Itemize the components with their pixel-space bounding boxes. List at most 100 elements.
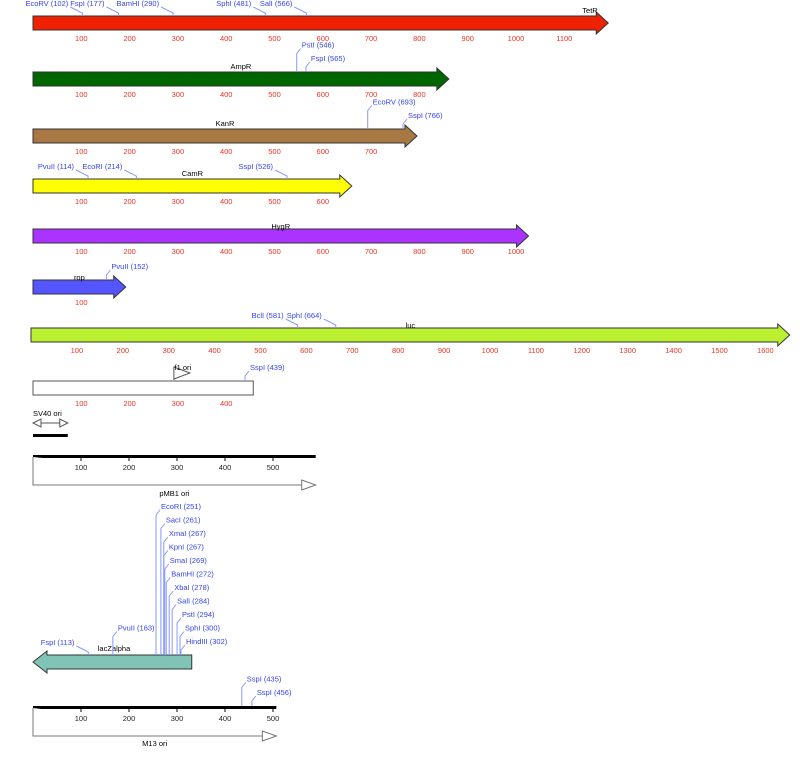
feature-arrow[interactable] (32, 123, 418, 149)
feature-tetr[interactable]: TetR 100 200 300 400 500 600 700 800 900 1000 1100 E… (25, 0, 609, 43)
tick-label: 1500 (711, 346, 728, 355)
site-leader-line (296, 48, 302, 72)
feature-box[interactable] (32, 380, 254, 396)
site-label: FspI (177) (70, 0, 105, 8)
feature-m13-ori[interactable]: 100 200 300 400 500 M13 ori SspI (435) SspI (45… (32, 675, 292, 749)
tick-label: 200 (123, 247, 136, 256)
feature-laczalpha[interactable]: lacZalpha FspI (113) PvuII (163) EcoRI (251… (32, 502, 228, 675)
site-leader-line (180, 644, 186, 655)
tick-label: 200 (123, 147, 136, 156)
site-leader-line (176, 617, 182, 655)
tick-label: 600 (317, 34, 330, 43)
site-label: PstI (294) (182, 610, 215, 619)
feature-outline-arrow[interactable] (32, 457, 318, 491)
tick-label: 300 (172, 34, 185, 43)
restriction-site: BamHI (290) (117, 0, 174, 16)
tick-label: 1100 (528, 346, 544, 355)
restriction-site: SspI (766) (402, 111, 443, 129)
backbone-line (33, 706, 277, 709)
tick-label: 500 (268, 34, 281, 43)
feature-arrow[interactable] (30, 322, 791, 348)
feature-sv40-ori[interactable]: SV40 ori (31, 409, 69, 437)
tick-label: 600 (317, 90, 330, 99)
tick-label: 1600 (757, 346, 774, 355)
tick-label: 400 (220, 147, 233, 156)
restriction-site: SphI (481) (216, 0, 266, 16)
tick-label: 400 (208, 346, 221, 355)
tick-label: 500 (254, 346, 267, 355)
restriction-site: SspI (439) (244, 363, 285, 381)
tick-label: 1000 (508, 247, 525, 256)
site-label: FspI (565) (311, 54, 346, 63)
restriction-site: FspI (177) (70, 0, 119, 16)
tick-label: 500 (267, 714, 280, 723)
restriction-site: SphI (664) (287, 311, 337, 328)
tick-label: 200 (123, 714, 136, 723)
tick-label: 200 (123, 399, 136, 408)
site-leader-line (323, 318, 337, 328)
tick-label: 700 (365, 147, 378, 156)
tick-label: 500 (268, 90, 281, 99)
tick-label: 100 (75, 298, 88, 307)
tick-label: 400 (220, 247, 233, 256)
site-leader-line (76, 645, 89, 655)
tick-label: 300 (172, 247, 185, 256)
restriction-site: SalI (566) (260, 0, 307, 16)
site-label: BamHI (290) (117, 0, 160, 8)
feature-luc[interactable]: luc 100 200 300 400 500 600 700 800 900 1000 1100 12… (30, 311, 791, 355)
site-label: EcoRV (693) (373, 98, 416, 107)
tick-label: 1200 (573, 346, 590, 355)
feature-kanr[interactable]: KanR 100 200 300 400 500 600 700 EcoRV (693) SspI… (32, 98, 443, 157)
tick-label: 400 (220, 197, 233, 206)
tick-label: 100 (75, 714, 88, 723)
feature-ampr[interactable]: AmpR 100 200 300 400 500 600 700 800 PstI (546) Fs… (32, 41, 450, 100)
tick-label: 600 (317, 197, 330, 206)
tick-label: 100 (75, 197, 88, 206)
feature-f1-ori[interactable]: f1 ori 100 200 300 400 SspI (439) (32, 363, 285, 408)
feature-outline-arrow[interactable] (32, 708, 278, 742)
tick-label: 300 (171, 463, 184, 472)
site-label: EcoRV (102) (25, 0, 68, 8)
site-leader-line (165, 577, 171, 655)
site-leader-line (253, 6, 266, 16)
feature-arrow[interactable] (32, 649, 193, 675)
site-label: EcoRI (214) (82, 162, 123, 171)
restriction-site: BclI (581) (252, 311, 299, 328)
tick-label: 400 (220, 90, 233, 99)
tick-label: 500 (268, 197, 281, 206)
tick-label: 800 (413, 34, 426, 43)
tick-label: 200 (123, 34, 136, 43)
tick-label: 100 (75, 399, 88, 408)
feature-arrow[interactable] (32, 10, 609, 36)
feature-rop[interactable]: rop 100 PvuII (152) (32, 262, 149, 307)
feature-arrow[interactable] (32, 274, 127, 300)
restriction-site: FspI (565) (305, 54, 346, 72)
feature-hygr[interactable]: HygR 100 200 300 400 500 600 700 800 900 1000 (32, 222, 530, 256)
site-leader-line (163, 550, 169, 655)
feature-label: TetR (582, 6, 598, 15)
site-leader-line (294, 6, 307, 16)
feature-pmb1-ori[interactable]: 100 200 300 400 500 pMB1 ori (32, 455, 318, 498)
feature-arrow[interactable] (32, 173, 353, 199)
feature-arrow[interactable] (32, 66, 450, 92)
site-label: SspI (456) (257, 688, 292, 697)
restriction-site: HindIII (302) (180, 637, 228, 655)
site-leader-line (179, 631, 185, 655)
tick-label: 800 (413, 90, 426, 99)
site-label: SspI (439) (250, 363, 285, 372)
restriction-site: SspI (435) (241, 675, 282, 706)
site-label: XbaI (278) (174, 583, 210, 592)
site-leader-line (402, 118, 408, 129)
site-label: FspI (113) (41, 638, 75, 647)
feature-camr[interactable]: CamR 100 200 300 400 500 600 PvuII (114) EcoRI (… (32, 162, 353, 206)
feature-arrow[interactable] (32, 223, 530, 249)
tick-label: 100 (71, 346, 84, 355)
site-label: KpnI (267) (169, 543, 205, 552)
restriction-site: PvuII (152) (105, 262, 149, 280)
restriction-site: EcoRV (102) (25, 0, 83, 16)
restriction-site: SmaI (269) (164, 556, 207, 655)
tick-label: 1000 (482, 346, 499, 355)
feature-label: pMB1 ori (159, 489, 189, 498)
tick-label: 300 (172, 399, 185, 408)
